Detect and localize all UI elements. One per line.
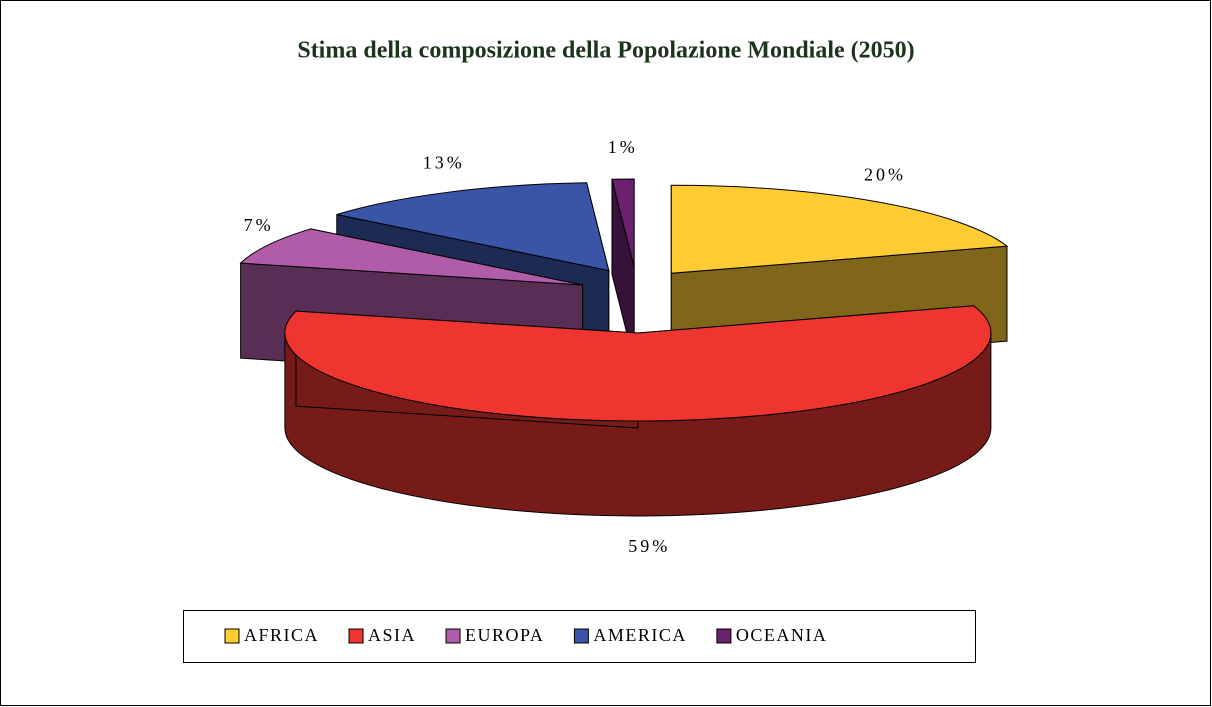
data-label: 20%	[864, 164, 906, 184]
slice	[284, 305, 992, 517]
slice-top	[284, 305, 992, 422]
data-label: 1%	[608, 137, 638, 157]
legend-swatch	[573, 628, 589, 644]
legend-swatch	[445, 628, 461, 644]
data-label: 13%	[423, 153, 465, 173]
legend-label: AMERICA	[593, 625, 687, 645]
legend-swatch	[348, 628, 364, 644]
legend-label: AFRICA	[244, 625, 319, 645]
legend-label: OCEANIA	[736, 625, 828, 645]
legend-label: EUROPA	[465, 625, 544, 645]
data-label: 7%	[244, 215, 274, 235]
data-label: 59%	[628, 536, 670, 556]
slice-top	[611, 178, 635, 268]
legend-swatch	[224, 628, 240, 644]
legend-label: ASIA	[368, 625, 416, 645]
slice-top	[239, 228, 583, 286]
chart-title: Stima della composizione della Popolazio…	[297, 38, 914, 64]
slice	[611, 178, 635, 363]
legend-swatch	[716, 628, 732, 644]
slice-top	[670, 184, 1009, 274]
slice-top	[336, 182, 610, 272]
